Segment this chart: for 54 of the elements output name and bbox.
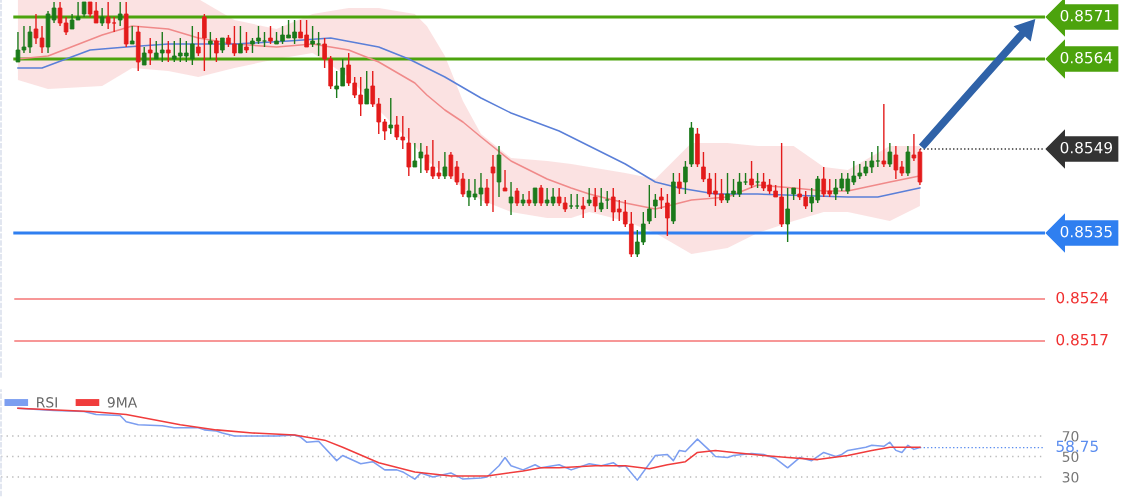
candlestick xyxy=(268,25,273,45)
candlestick xyxy=(147,37,153,66)
candlestick xyxy=(484,178,490,207)
candlestick xyxy=(316,31,321,57)
candlestick xyxy=(208,31,213,60)
candlestick xyxy=(442,151,448,180)
candlestick xyxy=(598,187,604,213)
ref-line-label: 0.8535 xyxy=(1060,225,1112,238)
candlestick xyxy=(887,142,893,168)
candlestick xyxy=(677,172,682,195)
candlestick xyxy=(653,193,658,219)
candlestick xyxy=(905,145,911,177)
legend-label: RSI xyxy=(37,397,57,408)
candlestick xyxy=(166,40,171,63)
candlestick xyxy=(538,184,544,207)
candlestick xyxy=(659,187,664,210)
candlestick xyxy=(508,181,514,216)
candlestick xyxy=(129,25,135,45)
candlestick xyxy=(580,196,586,219)
candlestick xyxy=(388,97,394,135)
legend-label: 9MA xyxy=(107,397,138,408)
y-tick-label: 70 xyxy=(1062,431,1079,442)
candlestick xyxy=(490,154,496,213)
candlestick xyxy=(647,184,652,225)
ref-line-label: 0.8571 xyxy=(1060,9,1112,22)
candlestick xyxy=(238,25,243,54)
candlestick xyxy=(568,193,574,210)
candlestick xyxy=(406,127,412,177)
candlestick xyxy=(310,25,315,48)
candlestick xyxy=(665,193,670,237)
candlestick xyxy=(749,160,754,189)
candlestick xyxy=(214,37,219,63)
ref-line-label: 0.8524 xyxy=(1056,291,1109,304)
candlestick xyxy=(875,145,881,168)
candlestick xyxy=(785,187,790,243)
ref-line-label: 0.8517 xyxy=(1056,333,1108,346)
ref-line-label: 58.75 xyxy=(1056,440,1098,452)
ref-line-label: 0.8564 xyxy=(1060,51,1113,64)
candlestick xyxy=(244,31,249,54)
candlestick xyxy=(202,13,207,72)
candlestick xyxy=(364,70,369,105)
candlestick xyxy=(196,31,201,57)
ref-line-label: 0.8549 xyxy=(1060,141,1112,154)
candlestick xyxy=(412,142,418,168)
candlestick xyxy=(117,1,123,27)
candlestick xyxy=(574,193,580,210)
y-tick-label: 30 xyxy=(1062,472,1079,483)
candlestick xyxy=(526,190,532,207)
candlestick xyxy=(502,169,508,192)
candlestick xyxy=(683,160,688,195)
candlestick xyxy=(881,103,887,168)
candlestick xyxy=(418,142,424,174)
candlestick xyxy=(592,187,598,213)
y-tick-label: 50 xyxy=(1062,451,1079,463)
